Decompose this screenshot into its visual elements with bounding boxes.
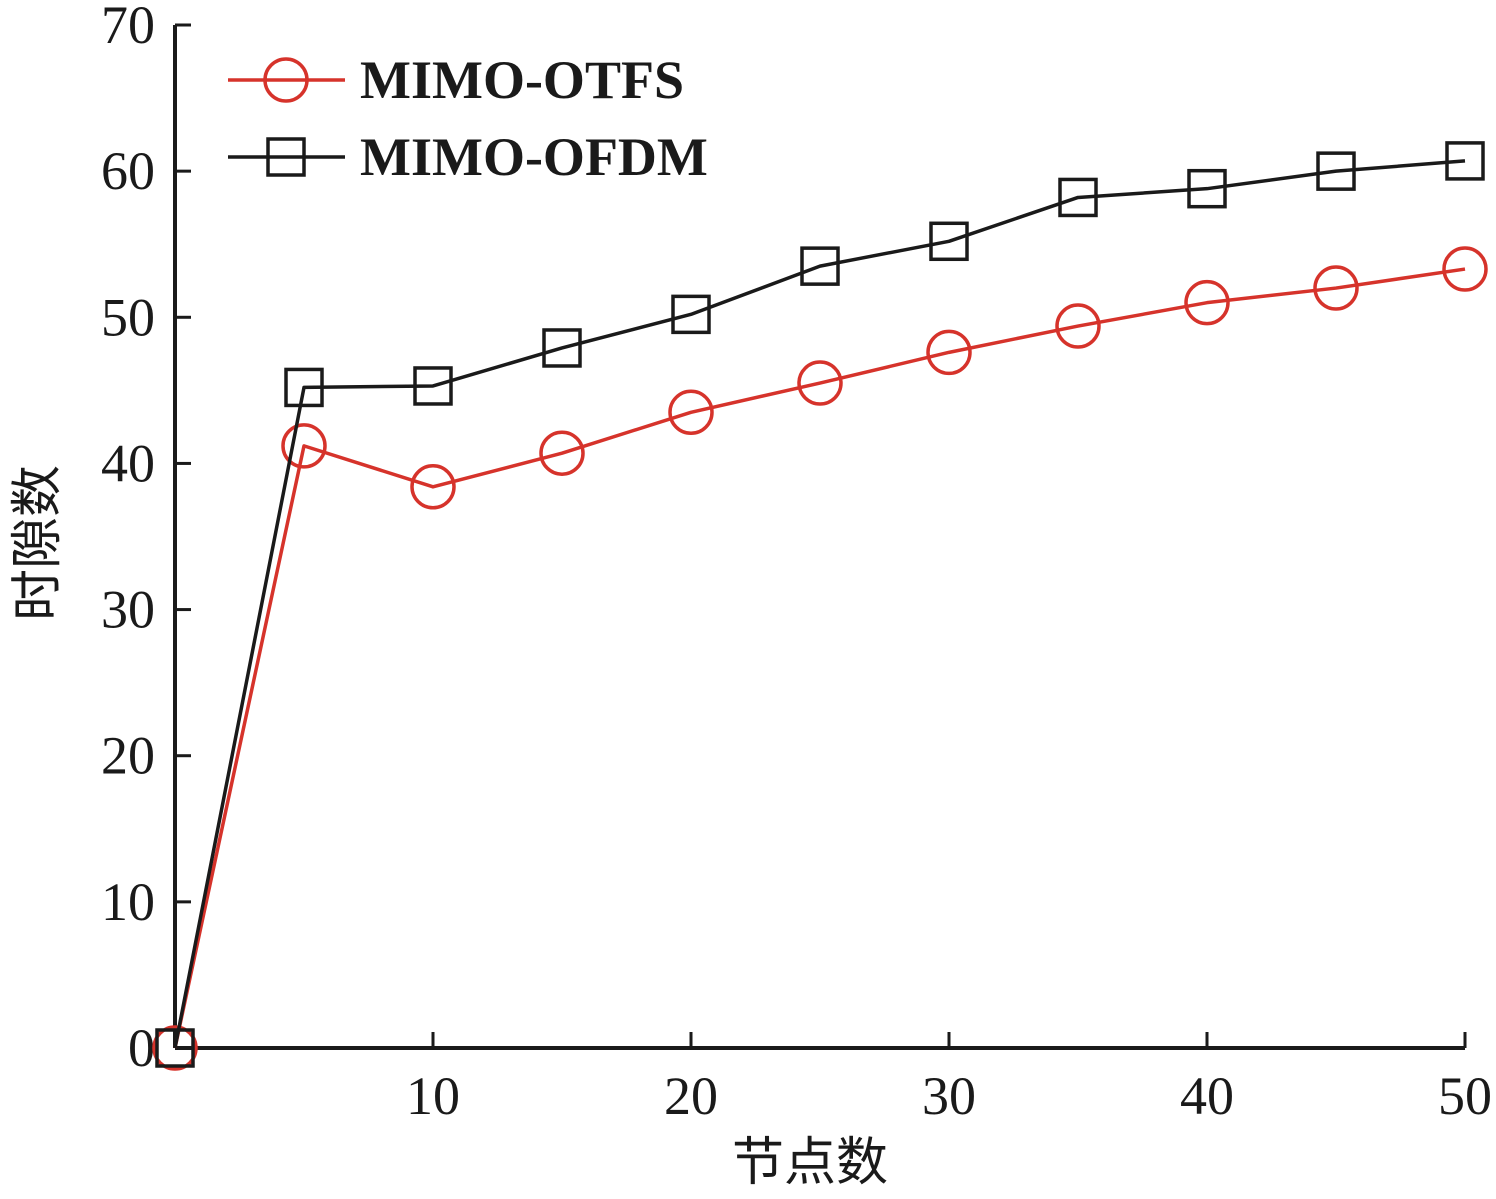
data-point-marker <box>542 328 582 368</box>
data-point-marker <box>155 1028 195 1068</box>
data-point-marker <box>410 464 456 510</box>
data-point-marker <box>800 246 840 286</box>
data-point-marker <box>671 294 711 335</box>
y-tick-label: 60 <box>101 141 155 201</box>
y-axis-label: 时隙数 <box>8 465 68 621</box>
data-point-marker <box>797 360 843 406</box>
y-tick-label: 0 <box>128 1018 155 1078</box>
y-tick-label: 50 <box>101 287 155 347</box>
data-point-marker <box>929 221 969 262</box>
series-layer <box>152 141 1488 1071</box>
data-point-marker <box>1316 151 1356 191</box>
y-tick-label: 70 <box>101 0 155 55</box>
data-point-marker <box>1055 303 1101 349</box>
data-point-marker <box>1313 265 1359 311</box>
data-point-marker <box>413 366 453 406</box>
x-tick-label: 20 <box>664 1066 718 1126</box>
legend-marker <box>263 57 309 103</box>
data-point-marker <box>152 1025 198 1071</box>
data-point-marker <box>539 430 585 476</box>
y-tick-label: 20 <box>101 726 155 786</box>
data-point-marker <box>1442 246 1488 292</box>
axes <box>173 25 1465 1050</box>
x-tick-label: 40 <box>1180 1066 1234 1126</box>
legend-entry: MIMO-OTFS <box>228 50 684 110</box>
data-point-marker <box>284 367 324 408</box>
data-point-marker <box>1058 177 1098 218</box>
data-point-marker <box>668 389 714 436</box>
x-tick-label: 30 <box>922 1066 976 1126</box>
series-line <box>173 159 1466 1049</box>
series-line <box>173 267 1466 1049</box>
x-axis-label: 节点数 <box>732 1133 888 1193</box>
tick-marks: 10 20 30 40 50 0 10 20 30 40 50 60 70 <box>101 0 1492 1126</box>
data-point-marker <box>1187 168 1227 209</box>
data-point-marker <box>281 423 327 469</box>
legend-marker <box>266 137 306 177</box>
y-tick-label: 10 <box>101 872 155 932</box>
data-point-marker <box>1184 279 1230 326</box>
legend: MIMO-OTFS MIMO-OFDM <box>228 50 708 187</box>
legend-label: MIMO-OFDM <box>360 127 708 187</box>
y-tick-label: 40 <box>101 433 155 493</box>
legend-label: MIMO-OTFS <box>360 50 684 110</box>
legend-entry: MIMO-OFDM <box>228 127 708 187</box>
y-tick-label: 30 <box>101 580 155 640</box>
series-mimo-otfs <box>152 246 1488 1071</box>
x-tick-label: 50 <box>1438 1066 1492 1126</box>
series-mimo-ofdm <box>155 141 1485 1068</box>
x-tick-label: 10 <box>406 1066 460 1126</box>
data-point-marker <box>1445 141 1485 181</box>
data-point-marker <box>926 329 972 376</box>
